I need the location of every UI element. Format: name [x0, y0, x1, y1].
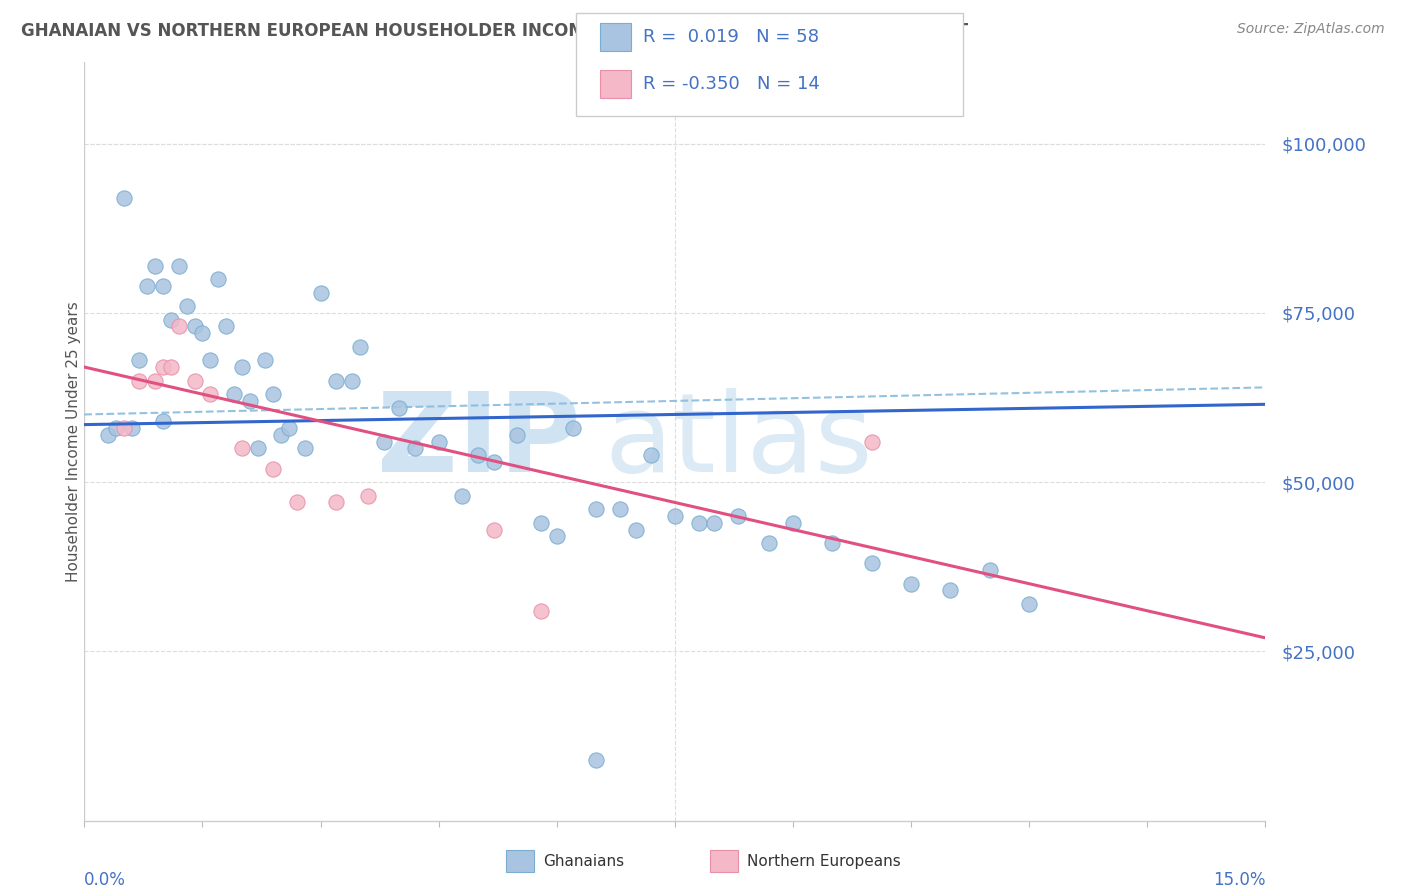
- Point: [128, 353, 150, 368]
- Point: [1018, 597, 1040, 611]
- Point: [294, 442, 316, 456]
- Point: [191, 326, 214, 341]
- Point: [325, 374, 347, 388]
- Text: GHANAIAN VS NORTHERN EUROPEAN HOUSEHOLDER INCOME UNDER 25 YEARS CORRELATION CHAR: GHANAIAN VS NORTHERN EUROPEAN HOUSEHOLDE…: [21, 22, 969, 40]
- Point: [561, 421, 583, 435]
- Point: [758, 536, 780, 550]
- Text: Source: ZipAtlas.com: Source: ZipAtlas.com: [1237, 22, 1385, 37]
- Text: 15.0%: 15.0%: [1213, 871, 1265, 889]
- Point: [640, 448, 662, 462]
- Point: [160, 312, 183, 326]
- Point: [530, 516, 553, 530]
- Point: [200, 353, 222, 368]
- Point: [262, 387, 284, 401]
- Point: [97, 427, 120, 442]
- Point: [860, 434, 883, 449]
- Point: [200, 387, 222, 401]
- Point: [104, 421, 127, 435]
- Text: R =  0.019   N = 58: R = 0.019 N = 58: [643, 28, 818, 46]
- Point: [254, 353, 277, 368]
- Text: Northern Europeans: Northern Europeans: [747, 854, 900, 869]
- Point: [585, 753, 607, 767]
- Point: [231, 360, 253, 375]
- Point: [152, 414, 174, 428]
- Point: [506, 427, 529, 442]
- Point: [688, 516, 710, 530]
- Point: [373, 434, 395, 449]
- Point: [112, 421, 135, 435]
- Text: R = -0.350   N = 14: R = -0.350 N = 14: [643, 75, 820, 93]
- Point: [160, 360, 183, 375]
- Text: ZIP: ZIP: [377, 388, 581, 495]
- Point: [388, 401, 411, 415]
- Point: [215, 319, 238, 334]
- Point: [404, 442, 426, 456]
- Point: [207, 272, 229, 286]
- Point: [152, 360, 174, 375]
- Point: [727, 508, 749, 523]
- Point: [167, 259, 190, 273]
- Point: [143, 259, 166, 273]
- Point: [451, 489, 474, 503]
- Point: [427, 434, 450, 449]
- Text: atlas: atlas: [605, 388, 873, 495]
- Point: [939, 583, 962, 598]
- Point: [152, 278, 174, 293]
- Point: [585, 502, 607, 516]
- Point: [664, 508, 686, 523]
- Point: [703, 516, 725, 530]
- Point: [624, 523, 647, 537]
- Point: [546, 529, 568, 543]
- Point: [357, 489, 380, 503]
- Point: [121, 421, 143, 435]
- Point: [482, 455, 505, 469]
- Point: [183, 319, 205, 334]
- Point: [246, 442, 269, 456]
- Point: [143, 374, 166, 388]
- Point: [340, 374, 363, 388]
- Point: [860, 557, 883, 571]
- Point: [176, 299, 198, 313]
- Point: [821, 536, 844, 550]
- Point: [183, 374, 205, 388]
- Point: [167, 319, 190, 334]
- Point: [262, 461, 284, 475]
- Point: [349, 340, 371, 354]
- Point: [782, 516, 804, 530]
- Point: [239, 393, 262, 408]
- Point: [136, 278, 159, 293]
- Point: [285, 495, 308, 509]
- Point: [900, 576, 922, 591]
- Point: [270, 427, 292, 442]
- Point: [467, 448, 489, 462]
- Text: Ghanaians: Ghanaians: [543, 854, 624, 869]
- Point: [231, 442, 253, 456]
- Point: [222, 387, 245, 401]
- Point: [609, 502, 631, 516]
- Point: [482, 523, 505, 537]
- Point: [112, 191, 135, 205]
- Point: [128, 374, 150, 388]
- Y-axis label: Householder Income Under 25 years: Householder Income Under 25 years: [66, 301, 80, 582]
- Point: [979, 563, 1001, 577]
- Text: 0.0%: 0.0%: [84, 871, 127, 889]
- Point: [278, 421, 301, 435]
- Point: [309, 285, 332, 300]
- Point: [530, 604, 553, 618]
- Point: [325, 495, 347, 509]
